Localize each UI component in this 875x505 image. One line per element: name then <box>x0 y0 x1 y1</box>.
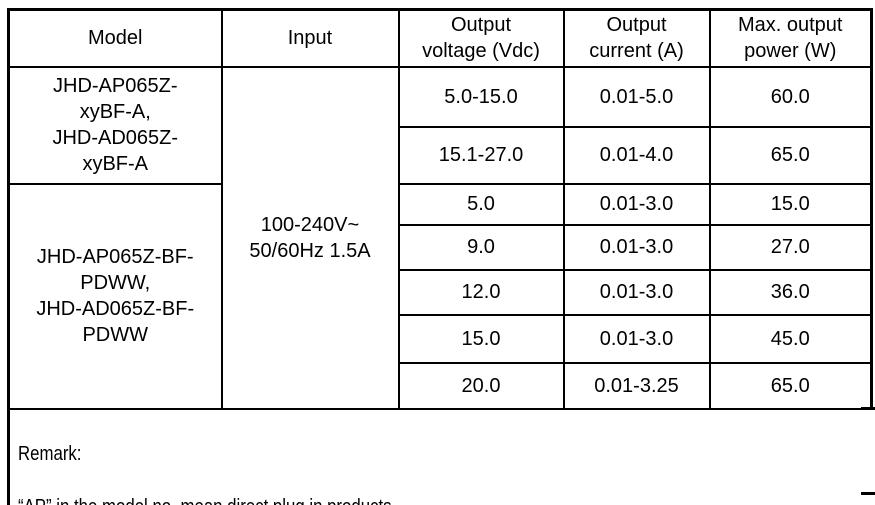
remark-cell: Remark: “AP” in the model no. mean direc… <box>7 407 872 505</box>
power-cell: 36.0 <box>708 268 873 316</box>
input-cell: 100-240V~ 50/60Hz 1.5A <box>220 65 400 410</box>
remark-title: Remark: <box>18 442 82 465</box>
table-row: JHD-AP065Z- xyBF-A, JHD-AD065Z- xyBF-A 1… <box>7 65 873 410</box>
power-cell: 65.0 <box>708 125 873 185</box>
table-row: 12.0 0.01-3.0 36.0 <box>9 268 873 316</box>
table-row: 15.1-27.0 0.01-4.0 65.0 <box>9 125 873 185</box>
current-cell: 0.01-4.0 <box>562 125 711 185</box>
voltage-cell: 12.0 <box>397 268 565 316</box>
header-output-current: Output current (A) <box>562 8 711 68</box>
voltage-cell: 9.0 <box>397 223 565 271</box>
table-row: JHD-AP065Z-BF- PDWW, JHD-AD065Z-BF- PDWW… <box>7 182 873 410</box>
voltage-cell: 20.0 <box>397 361 565 410</box>
header-input: Input <box>220 8 400 68</box>
table-row: 20.0 0.01-3.25 65.0 <box>9 361 873 410</box>
power-cell: 15.0 <box>708 182 873 226</box>
power-cell: 45.0 <box>708 313 873 364</box>
voltage-cell: 15.0 <box>397 313 565 364</box>
current-cell: 0.01-5.0 <box>562 65 711 128</box>
voltage-cell: 15.1-27.0 <box>397 125 565 185</box>
header-model: Model <box>7 8 223 68</box>
voltage-cell: 5.0 <box>397 182 565 226</box>
current-cell: 0.01-3.0 <box>562 268 711 316</box>
current-cell: 0.01-3.0 <box>562 223 711 271</box>
model-cell-group1: JHD-AP065Z- xyBF-A, JHD-AD065Z- xyBF-A <box>7 65 223 185</box>
power-spec-table: Model Input Output voltage (Vdc) Output … <box>7 8 873 505</box>
header-row: Model Input Output voltage (Vdc) Output … <box>7 8 873 68</box>
power-cell: 27.0 <box>708 223 873 271</box>
header-output-voltage: Output voltage (Vdc) <box>397 8 565 68</box>
power-cell: 60.0 <box>708 65 873 128</box>
table-row: 15.0 0.01-3.0 45.0 <box>9 313 873 364</box>
border-extension <box>861 492 875 495</box>
current-cell: 0.01-3.0 <box>562 182 711 226</box>
voltage-cell: 5.0-15.0 <box>397 65 565 128</box>
current-cell: 0.01-3.0 <box>562 313 711 364</box>
current-cell: 0.01-3.25 <box>562 361 711 410</box>
model-cell-group2: JHD-AP065Z-BF- PDWW, JHD-AD065Z-BF- PDWW <box>7 182 223 410</box>
power-cell: 65.0 <box>708 361 873 410</box>
remark-line-ap: “AP” in the model no. mean direct plug i… <box>18 494 872 505</box>
border-extension <box>861 407 875 410</box>
table-row: 9.0 0.01-3.0 27.0 <box>9 223 873 271</box>
header-max-output-power: Max. output power (W) <box>708 8 873 68</box>
remark-row: Remark: “AP” in the model no. mean direc… <box>7 407 872 505</box>
